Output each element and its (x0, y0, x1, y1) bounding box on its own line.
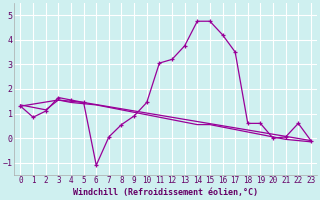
X-axis label: Windchill (Refroidissement éolien,°C): Windchill (Refroidissement éolien,°C) (73, 188, 258, 197)
